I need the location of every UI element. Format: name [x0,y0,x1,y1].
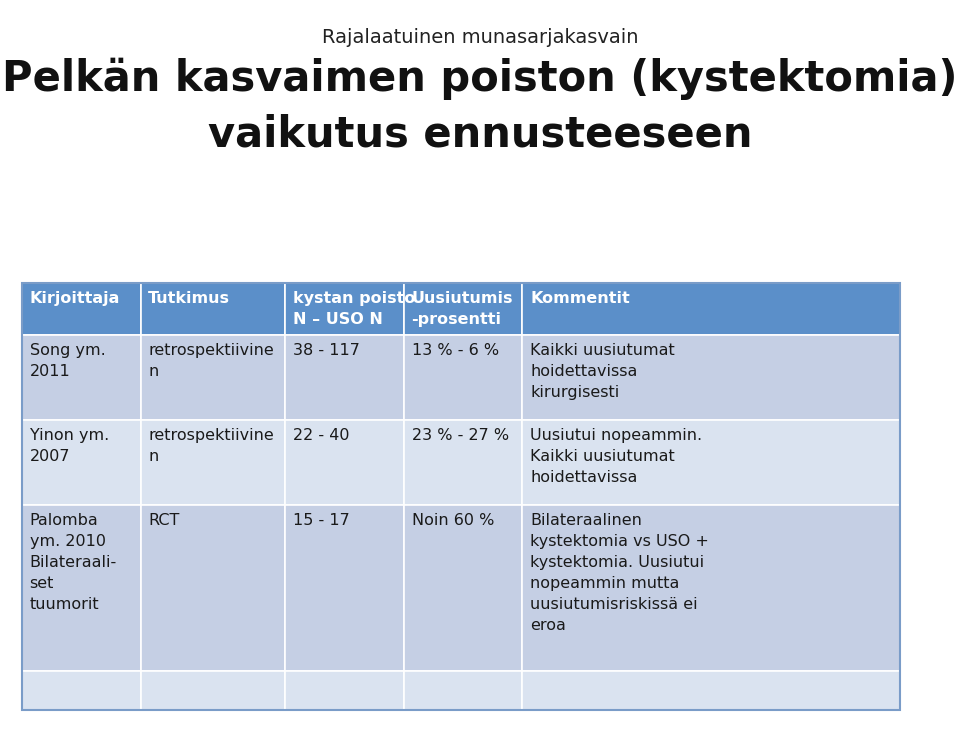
Text: Uusiutumis
-prosentti: Uusiutumis -prosentti [412,291,513,327]
Text: Palomba
ym. 2010
Bilateraali-
set
tuumorit: Palomba ym. 2010 Bilateraali- set tuumor… [30,513,117,612]
Text: 15 - 17: 15 - 17 [293,513,349,528]
Text: Noin 60 %: Noin 60 % [412,513,494,528]
Text: Kaikki uusiutumat
hoidettavissa
kirurgisesti: Kaikki uusiutumat hoidettavissa kirurgis… [530,343,675,400]
Text: Bilateraalinen
kystektomia vs USO +
kystektomia. Uusiutui
nopeammin mutta
uusiut: Bilateraalinen kystektomia vs USO + kyst… [530,513,709,633]
Text: RCT: RCT [148,513,180,528]
Text: Pelkän kasvaimen poiston (kystektomia)
vaikutus ennusteeseen: Pelkän kasvaimen poiston (kystektomia) v… [2,58,958,156]
Text: Tutkimus: Tutkimus [148,291,230,306]
Text: retrospektiivine
n: retrospektiivine n [148,343,274,379]
Text: Song ym.
2011: Song ym. 2011 [30,343,106,379]
Text: Yinon ym.
2007: Yinon ym. 2007 [30,428,108,464]
Text: kystan poisto
N – USO N: kystan poisto N – USO N [293,291,416,327]
Text: Kirjoittaja: Kirjoittaja [30,291,120,306]
Text: Kommentit: Kommentit [530,291,630,306]
Text: 22 - 40: 22 - 40 [293,428,349,443]
Text: 38 - 117: 38 - 117 [293,343,360,358]
Text: Uusiutui nopeammin.
Kaikki uusiutumat
hoidettavissa: Uusiutui nopeammin. Kaikki uusiutumat ho… [530,428,703,485]
Text: 13 % - 6 %: 13 % - 6 % [412,343,499,358]
Text: 23 % - 27 %: 23 % - 27 % [412,428,509,443]
Text: retrospektiivine
n: retrospektiivine n [148,428,274,464]
Text: Rajalaatuinen munasarjakasvain: Rajalaatuinen munasarjakasvain [322,28,638,47]
